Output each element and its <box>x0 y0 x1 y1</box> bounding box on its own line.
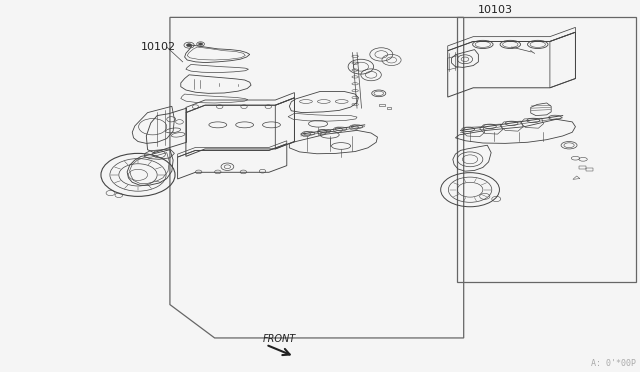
Text: FRONT: FRONT <box>262 334 296 343</box>
Circle shape <box>198 43 202 45</box>
Text: 10103: 10103 <box>478 5 513 15</box>
Bar <box>579 166 586 169</box>
Bar <box>387 108 391 109</box>
Circle shape <box>186 44 191 46</box>
Text: 10102: 10102 <box>141 42 176 52</box>
Bar <box>458 17 636 282</box>
Text: A: 0'*00P: A: 0'*00P <box>591 359 636 368</box>
Bar <box>586 168 593 171</box>
Bar <box>379 104 385 106</box>
